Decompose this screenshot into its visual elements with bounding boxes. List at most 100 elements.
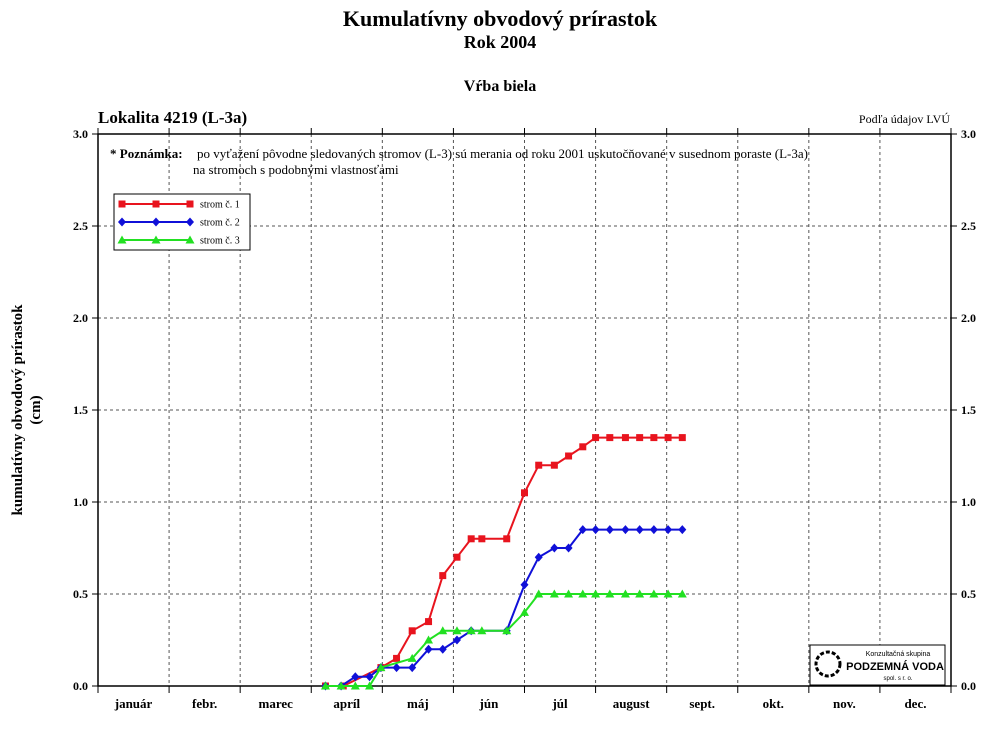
data-point: [477, 626, 487, 635]
y-tick-label-left: 2.5: [73, 219, 88, 233]
data-point: [592, 434, 600, 442]
y-tick-label-right: 0.0: [961, 679, 976, 693]
data-point: [520, 580, 529, 590]
data-point: [565, 452, 573, 460]
data-point: [350, 681, 360, 690]
data-point: [425, 618, 433, 626]
locality-label: Lokalita 4219 (L-3a): [98, 108, 248, 127]
data-point: [407, 653, 417, 662]
chart-species: Vŕba biela: [463, 78, 537, 95]
data-point: [678, 434, 686, 442]
data-point: [452, 635, 461, 645]
data-point: [365, 672, 374, 682]
logo-box: [809, 644, 946, 686]
logo-line3: spol. s r. o.: [883, 676, 912, 682]
note-line1: po vyťažení pôvodne sledovaných stromov …: [197, 146, 808, 161]
y-tick-label-right: 1.5: [961, 403, 976, 417]
note-prefix: * Poznámka:: [110, 146, 183, 161]
legend-marker: [152, 217, 160, 227]
data-point: [520, 607, 529, 616]
data-point: [649, 589, 659, 598]
data-point: [424, 635, 434, 644]
data-point: [503, 535, 511, 543]
data-point: [650, 434, 658, 442]
data-point: [453, 553, 461, 561]
logo-line2: PODZEMNÁ VODA: [846, 660, 944, 673]
series-line: [325, 593, 683, 687]
data-point: [591, 525, 600, 535]
data-point: [549, 589, 559, 598]
data-point: [336, 681, 346, 690]
month-label: dec.: [904, 696, 926, 711]
legend-label: strom č. 1: [200, 200, 240, 211]
data-point: [591, 589, 601, 598]
data-point: [664, 434, 672, 442]
legend-label: strom č. 2: [200, 218, 240, 229]
data-point: [636, 434, 644, 442]
data-point: [621, 525, 630, 535]
data-point: [534, 552, 543, 562]
source-label: Podľa údajov LVÚ: [858, 112, 950, 126]
data-point: [621, 434, 629, 442]
legend-marker: [186, 200, 194, 208]
y-tick-label-left: 2.0: [73, 311, 88, 325]
data-point: [452, 626, 462, 635]
legend-marker: [185, 235, 195, 244]
chart-title: Kumulatívny obvodový prírastok: [342, 6, 658, 31]
y-tick-label-left: 1.5: [73, 403, 88, 417]
month-label: apríl: [333, 696, 360, 711]
data-point: [635, 525, 644, 535]
month-label: január: [114, 696, 153, 711]
data-point: [466, 626, 476, 635]
data-point: [502, 626, 512, 635]
logo-mark-icon: [814, 650, 842, 678]
y-tick-label-right: 1.0: [961, 495, 976, 509]
month-labels: január febr. marec apríl máj jún júl august sept…: [114, 696, 927, 711]
month-label: marec: [259, 696, 294, 711]
legend-label: strom č. 3: [200, 236, 240, 247]
data-point: [677, 589, 687, 598]
month-label: máj: [407, 696, 429, 711]
month-label: sept.: [689, 696, 715, 711]
data-point: [550, 543, 559, 553]
data-point: [606, 434, 614, 442]
data-point: [620, 589, 630, 598]
data-point: [663, 589, 673, 598]
data-point: [424, 644, 433, 654]
y-tick-label-left: 0.5: [73, 587, 88, 601]
y-axis-label-line1: kumulatívny obvodový prírastok: [10, 304, 26, 516]
data-point: [521, 489, 528, 497]
legend-marker: [117, 235, 127, 244]
data-point: [535, 461, 543, 469]
data-point: [605, 589, 615, 598]
data-point: [392, 663, 401, 673]
series-group: [320, 434, 687, 691]
chart-year: Rok 2004: [463, 32, 537, 52]
data-point: [376, 663, 386, 672]
y-axis-label-line2: (cm): [28, 395, 44, 424]
month-label: august: [613, 696, 651, 711]
y-tick-label-left: 0.0: [73, 679, 88, 693]
data-point: [408, 663, 417, 673]
data-point: [578, 589, 588, 598]
data-point: [393, 654, 401, 662]
data-point: [438, 626, 448, 635]
data-point: [439, 572, 447, 580]
data-point: [579, 443, 587, 451]
month-label: júl: [551, 696, 568, 711]
legend-marker: [118, 200, 126, 208]
data-point: [649, 525, 658, 535]
data-point: [478, 535, 486, 543]
logo-line1: Konzultačná skupina: [866, 651, 931, 658]
legend-marker: [118, 217, 126, 227]
series-line: [325, 436, 683, 687]
data-point: [605, 525, 614, 535]
legend-marker: [151, 235, 161, 244]
data-point: [320, 681, 330, 690]
month-label: nov.: [833, 696, 856, 711]
data-point: [467, 535, 475, 543]
data-point: [664, 525, 673, 535]
note-line2: na stromoch s podobnými vlastnosťami: [193, 162, 399, 177]
month-label: jún: [479, 696, 500, 711]
